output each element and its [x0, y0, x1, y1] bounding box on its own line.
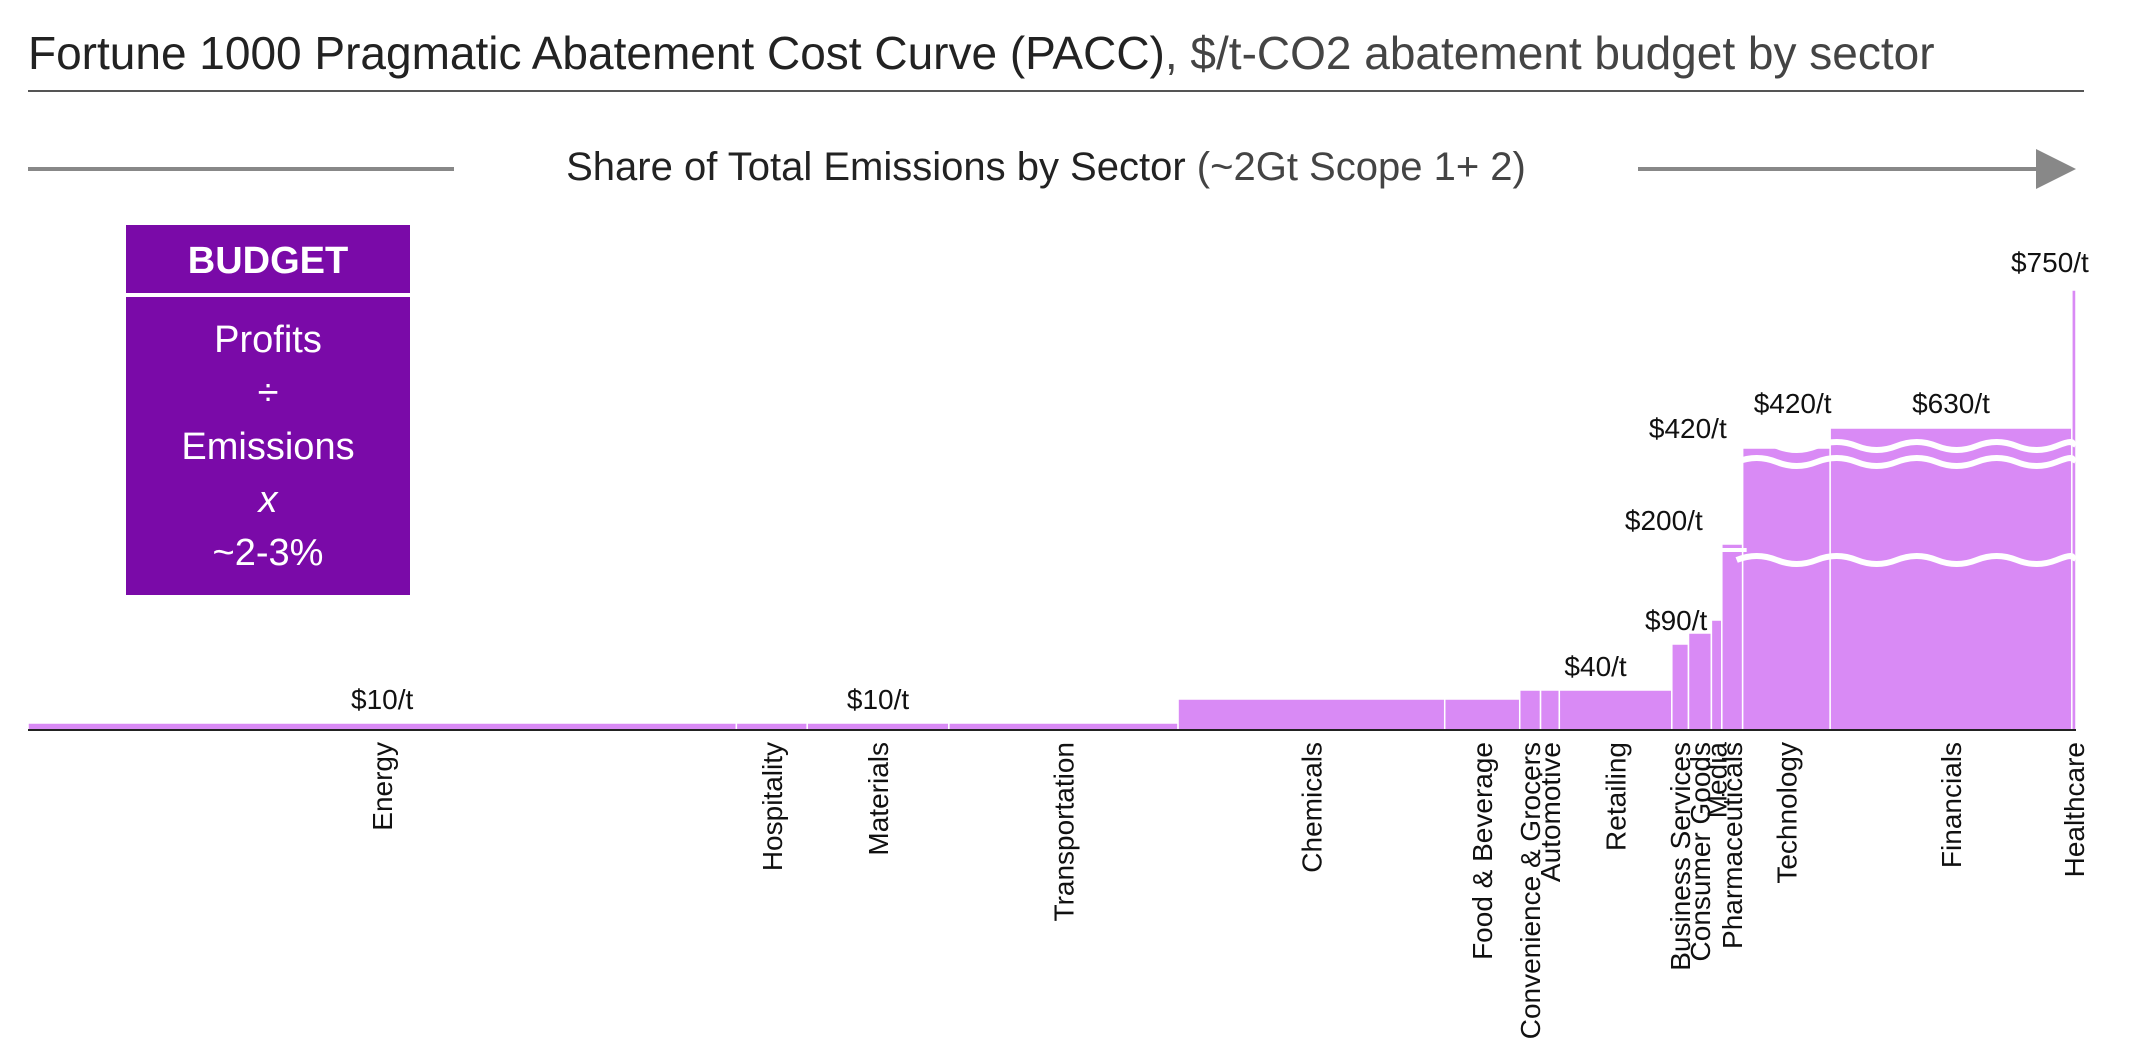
- budget-box-line-divide: ÷: [258, 372, 279, 414]
- sector-label-materials: Materials: [863, 742, 894, 856]
- bar-technology: [1741, 447, 1831, 731]
- sector-label-pharmaceuticals: Pharmaceuticals: [1717, 742, 1748, 949]
- value-label-pharmaceuticals-4: $200/t: [1625, 505, 1703, 536]
- sector-label-technology: Technology: [1771, 742, 1802, 884]
- chart-title-subtitle: , $/t-CO2 abatement budget by sector: [1164, 27, 1935, 79]
- sector-label-retailing: Retailing: [1601, 742, 1632, 851]
- value-label-technology-6: $420/t: [1754, 388, 1832, 419]
- bar-healthcare: [2071, 289, 2077, 731]
- sector-label-food-beverage: Food & Beverage: [1467, 742, 1498, 960]
- sector-labels-layer: Energy Hospitality Materials Transportation…: [367, 742, 2090, 1040]
- budget-box-heading: BUDGET: [188, 240, 348, 282]
- budget-box-line-profits: Profits: [214, 319, 322, 361]
- bar-energy: [27, 722, 738, 731]
- sector-label-business-services: Business Services: [1665, 742, 1696, 971]
- value-label-energy-0: $10/t: [351, 684, 413, 715]
- bar-retailing: [1558, 689, 1673, 731]
- budget-box-body-bg: [126, 297, 410, 595]
- sector-label-chemicals: Chemicals: [1296, 742, 1327, 873]
- bar-business-services: [1671, 643, 1690, 731]
- axis-break-middle: [1735, 455, 2076, 469]
- budget-box-line-percent: ~2-3%: [213, 532, 324, 574]
- sector-label-convenience-grocers: Convenience & Grocers: [1515, 742, 1546, 1039]
- sector-label-media: Media: [1702, 742, 1733, 819]
- sector-label-hospitality: Hospitality: [757, 742, 788, 871]
- budget-box: BUDGET Profits ÷ Emissions x ~2-3%: [126, 225, 410, 595]
- budget-box-line-multiply: x: [257, 479, 280, 521]
- value-label-business-services-3: $90/t: [1645, 605, 1707, 636]
- bar-transportation: [948, 722, 1179, 731]
- x-axis-title-sub: (~2Gt Scope 1+ 2): [1186, 145, 1526, 189]
- sector-label-financials: Financials: [1936, 742, 1967, 868]
- sector-label-automotive: Automotive: [1535, 742, 1566, 882]
- sector-label-consumer-goods: Consumer Goods: [1685, 742, 1716, 961]
- x-axis-title: Share of Total Emissions by Sector (~2Gt…: [566, 145, 1526, 189]
- x-axis-title-main: Share of Total Emissions by Sector: [566, 145, 1186, 189]
- value-label-pharmaceuticals-5: $420/t: [1649, 413, 1727, 444]
- axis-break-upper: [1735, 439, 2076, 453]
- value-labels-layer: $10/t $10/t $40/t $90/t $200/t $420/t $420/t $6…: [351, 247, 2089, 715]
- sector-label-healthcare: Healthcare: [2059, 742, 2090, 877]
- axis-break-marks: [1717, 439, 2076, 567]
- bar-convenience-grocers: [1518, 689, 1542, 731]
- bar-food-beverage: [1443, 698, 1521, 731]
- value-label-financials-7: $630/t: [1912, 388, 1990, 419]
- budget-box-header-bg: [126, 225, 410, 293]
- value-label-retailing-2: $40/t: [1564, 651, 1626, 682]
- bar-automotive: [1539, 689, 1561, 731]
- bar-hospitality: [735, 722, 808, 731]
- bar-chemicals: [1177, 698, 1446, 731]
- budget-box-line-emissions: Emissions: [181, 426, 354, 468]
- bar-financials: [1829, 427, 2073, 731]
- sector-label-energy: Energy: [367, 742, 398, 831]
- bars-layer: [27, 289, 2077, 731]
- bar-materials: [806, 722, 950, 731]
- chart-title-main: Fortune 1000 Pragmatic Abatement Cost Cu…: [28, 27, 1165, 79]
- axis-break-lower: [1735, 553, 2076, 567]
- bar-consumer-goods: [1687, 632, 1713, 731]
- sector-label-transportation: Transportation: [1048, 742, 1079, 922]
- value-label-healthcare-8: $750/t: [2011, 247, 2089, 278]
- bar-media: [1710, 619, 1723, 731]
- value-label-materials-1: $10/t: [847, 684, 909, 715]
- bar-pharmaceuticals: [1721, 543, 1744, 731]
- chart-title: Fortune 1000 Pragmatic Abatement Cost Cu…: [28, 20, 2084, 92]
